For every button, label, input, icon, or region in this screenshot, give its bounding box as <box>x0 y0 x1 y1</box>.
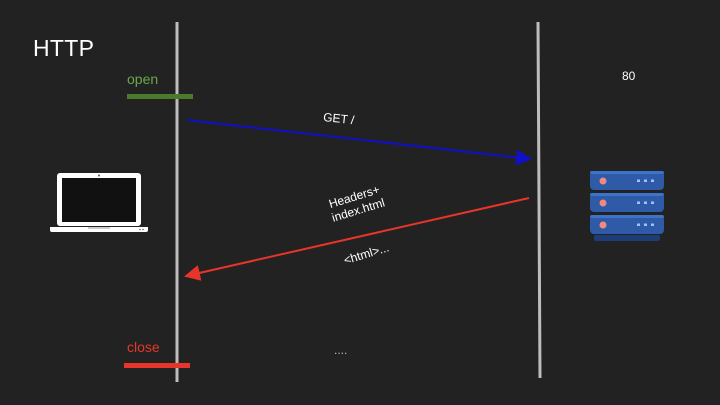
slide-title: HTTP <box>33 35 95 61</box>
server-lifeline <box>536 21 542 379</box>
close-label: close <box>127 339 160 355</box>
close-bar <box>124 363 190 368</box>
response-arrow <box>184 197 530 281</box>
port-label: 80 <box>622 69 636 83</box>
ellipsis-label: .... <box>334 343 348 357</box>
open-label: open <box>127 71 159 87</box>
laptop-icon <box>50 173 148 232</box>
request-arrow <box>186 119 532 166</box>
server-rack-icon <box>590 171 664 241</box>
open-bar <box>127 94 193 99</box>
